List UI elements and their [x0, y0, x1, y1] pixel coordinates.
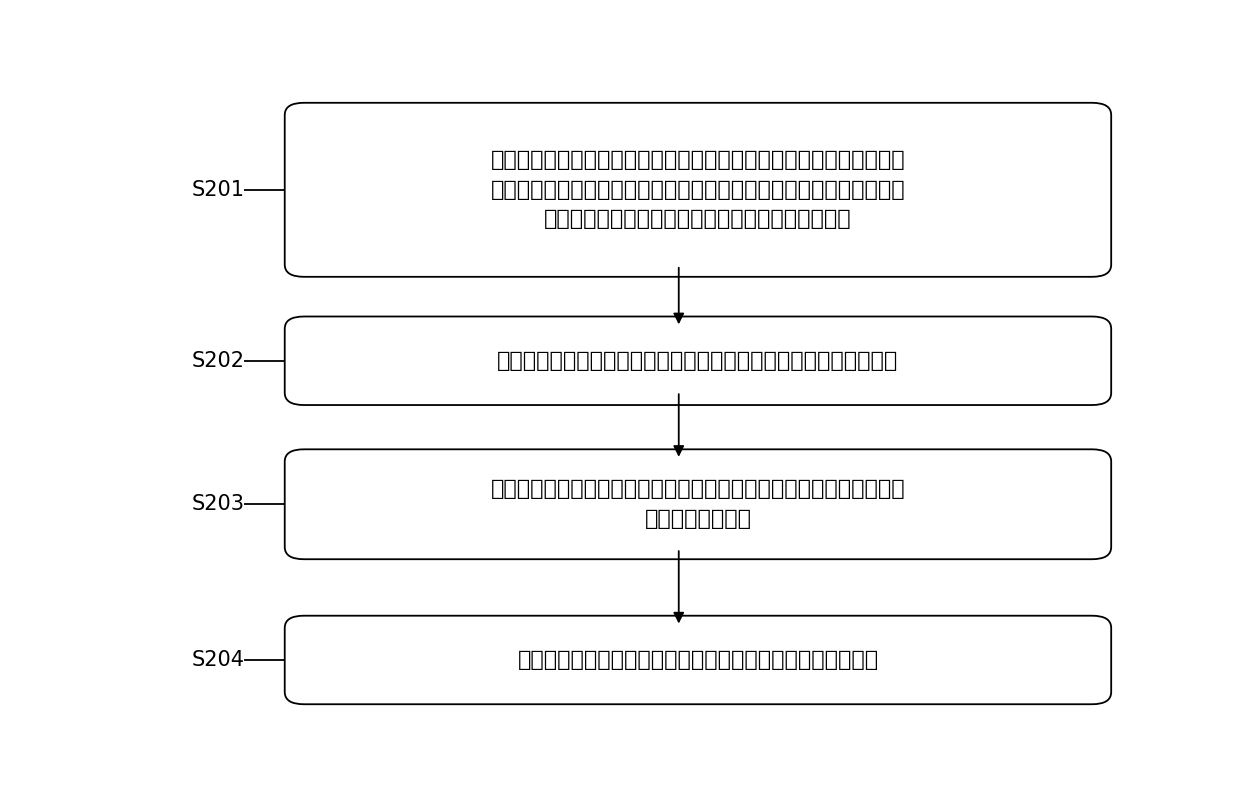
Text: 在圆片的正面形成透明保护层，透明保护层覆盖芯片的感光区和焊盘: 在圆片的正面形成透明保护层，透明保护层覆盖芯片的感光区和焊盘 — [497, 351, 899, 371]
FancyBboxPatch shape — [285, 103, 1111, 277]
Text: S203: S203 — [191, 494, 244, 515]
Text: S204: S204 — [191, 650, 244, 670]
FancyBboxPatch shape — [285, 615, 1111, 704]
Text: S201: S201 — [191, 180, 244, 200]
Text: 切割相邻两个通孔之间的圆片和透明保护层，以获得单颗芯片: 切割相邻两个通孔之间的圆片和透明保护层，以获得单颗芯片 — [517, 650, 878, 670]
FancyBboxPatch shape — [285, 450, 1111, 559]
Text: 在圆片的背面对应划片槽的位置形成通孔，以使位于划片槽两侧的多个
焊盘从通孔中露出: 在圆片的背面对应划片槽的位置形成通孔，以使位于划片槽两侧的多个 焊盘从通孔中露出 — [491, 480, 905, 529]
Text: S202: S202 — [191, 351, 244, 371]
FancyBboxPatch shape — [285, 316, 1111, 405]
Text: 提供圆片，圆片设有多个矩阵排列的芯片，芯片之间设有划片槽，圆片
包括正面及背面，芯片的正面即圆片的正面，芯片的背面即圆片的背面
，芯片的正面设置有感光区和位于感: 提供圆片，圆片设有多个矩阵排列的芯片，芯片之间设有划片槽，圆片 包括正面及背面，… — [491, 150, 905, 229]
